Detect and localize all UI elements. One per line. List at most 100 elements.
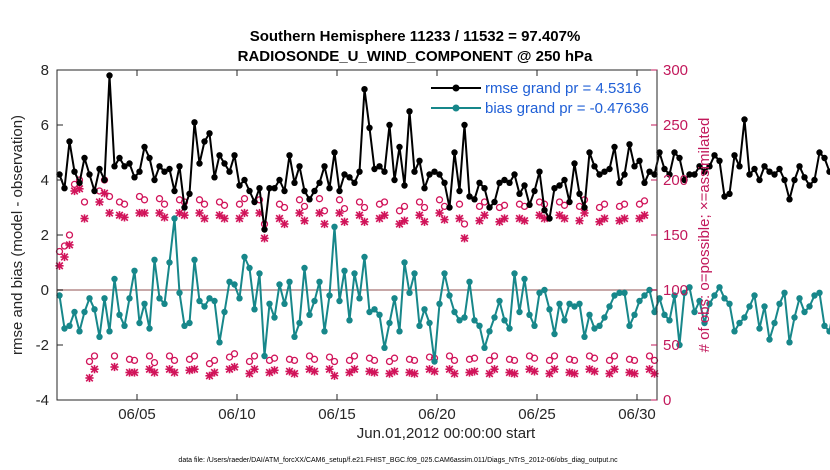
bias-point xyxy=(341,267,348,274)
bias-point xyxy=(671,292,678,299)
bias-point xyxy=(371,306,378,313)
obs-possible-marker xyxy=(545,356,554,365)
bias-point xyxy=(146,325,153,332)
rmse-point xyxy=(166,165,173,173)
obs-assimilated-marker xyxy=(620,214,629,223)
rmse-point xyxy=(576,190,583,197)
obs-assimilated-marker xyxy=(325,365,334,374)
rmse-point xyxy=(756,176,763,184)
rmse-point xyxy=(316,179,323,186)
obs-possible-marker xyxy=(390,354,399,362)
rmse-point xyxy=(471,196,478,203)
obs-assimilated-marker xyxy=(210,368,219,377)
bias-point xyxy=(376,311,383,318)
y-tick-label: -2 xyxy=(36,337,49,354)
obs-assimilated-marker xyxy=(380,211,389,220)
bias-point xyxy=(266,300,273,307)
bias-point xyxy=(71,308,78,316)
bias-point xyxy=(276,281,283,288)
rmse-point xyxy=(391,176,398,184)
rmse-point xyxy=(61,185,68,192)
bias-point xyxy=(626,322,633,329)
x-tick-label: 06/20 xyxy=(418,406,456,423)
obs-possible-marker xyxy=(530,354,539,362)
bias-point xyxy=(606,303,613,310)
bias-point xyxy=(471,317,478,324)
x-axis-label: Jun.01,2012 00:00:00 start xyxy=(357,425,536,442)
obs-assimilated-marker xyxy=(90,365,99,374)
rmse-point xyxy=(711,152,718,159)
bias-point xyxy=(216,339,223,346)
bias-point xyxy=(681,289,688,296)
bias-point xyxy=(676,341,683,349)
obs-possible-marker xyxy=(145,352,154,360)
bias-point xyxy=(306,311,313,318)
bias-point xyxy=(541,286,548,294)
bias-point xyxy=(576,300,583,307)
bias-point xyxy=(731,328,738,335)
bias-point xyxy=(481,344,488,351)
rmse-point xyxy=(181,204,188,211)
obs-possible-marker xyxy=(90,352,99,360)
bias-point xyxy=(656,295,663,302)
obs-assimilated-marker xyxy=(80,214,89,223)
obs-count-markers xyxy=(55,176,659,383)
bias-point xyxy=(616,289,623,296)
chart-subtitle: RADIOSONDE_U_WIND_COMPONENT @ 250 hPa xyxy=(238,48,593,65)
bias-point xyxy=(516,308,523,316)
rmse-point xyxy=(276,176,283,184)
obs-assimilated-marker xyxy=(610,365,619,374)
obs-assimilated-marker xyxy=(315,208,324,218)
rmse-point xyxy=(636,157,643,164)
bias-point xyxy=(491,314,498,321)
rmse-point xyxy=(701,168,708,175)
bias-point xyxy=(651,308,658,316)
obs-possible-marker xyxy=(195,196,204,204)
bias-point xyxy=(426,319,433,327)
rmse-point xyxy=(176,163,183,170)
obs-assimilated-marker xyxy=(565,368,574,377)
y-right-tick-label: 100 xyxy=(663,282,688,299)
rmse-point xyxy=(406,108,413,115)
obs-possible-marker xyxy=(450,356,459,365)
y-tick-label: 0 xyxy=(41,282,49,299)
bias-point xyxy=(766,336,773,343)
rmse-point xyxy=(331,149,338,156)
x-tick-label: 06/25 xyxy=(518,406,556,423)
obs-possible-marker xyxy=(370,356,379,365)
bias-point xyxy=(76,328,83,335)
bias-point xyxy=(271,314,278,321)
bias-point xyxy=(506,325,513,332)
bias-point xyxy=(351,270,358,277)
bias-point xyxy=(291,333,298,340)
rmse-point xyxy=(346,174,353,181)
legend-rmse-marker xyxy=(452,84,460,92)
bias-point xyxy=(801,308,808,316)
bias-point xyxy=(631,311,638,318)
obs-assimilated-marker xyxy=(430,367,439,376)
rmse-point xyxy=(611,143,618,151)
rmse-point xyxy=(496,179,503,186)
obs-possible-marker xyxy=(240,195,249,203)
bias-point xyxy=(551,330,558,338)
obs-assimilated-marker xyxy=(205,371,214,380)
obs-assimilated-marker xyxy=(290,369,299,378)
bias-point xyxy=(736,319,743,327)
obs-possible-marker xyxy=(355,198,364,206)
bias-point xyxy=(296,319,303,327)
rmse-point xyxy=(551,185,558,192)
y-right-tick-label: 150 xyxy=(663,227,688,244)
rmse-point xyxy=(421,185,428,192)
obs-possible-marker xyxy=(415,198,424,206)
obs-possible-marker xyxy=(85,357,94,366)
bias-point xyxy=(566,300,573,307)
obs-assimilated-marker xyxy=(160,213,169,222)
obs-possible-marker xyxy=(170,356,179,365)
rmse-point xyxy=(666,171,673,178)
obs-possible-marker xyxy=(435,196,444,204)
obs-possible-marker xyxy=(120,200,129,208)
obs-possible-marker xyxy=(340,204,349,213)
rmse-point xyxy=(771,171,778,178)
obs-assimilated-marker xyxy=(95,197,104,207)
rmse-point xyxy=(461,121,468,129)
